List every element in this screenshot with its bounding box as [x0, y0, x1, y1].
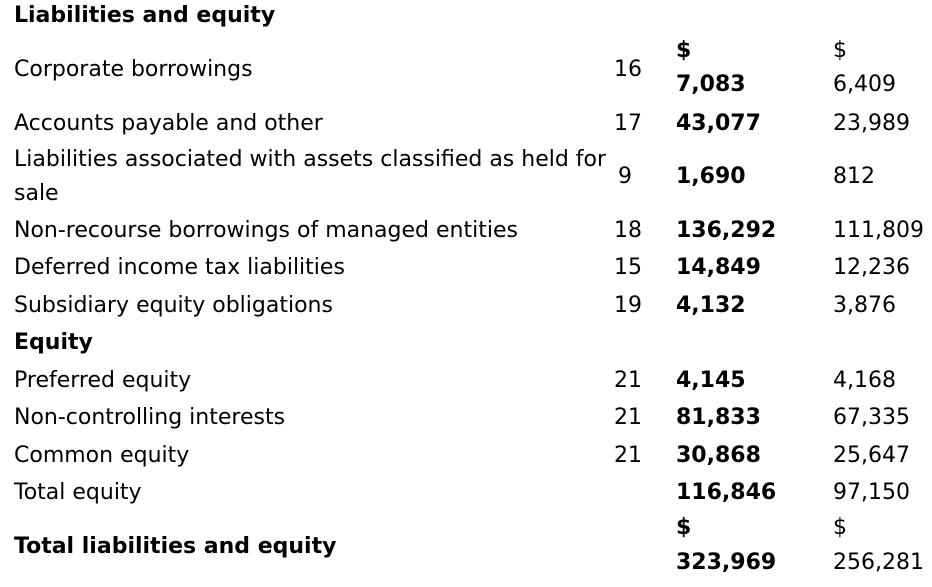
row-current-total-equity: 116,846: [676, 480, 777, 505]
row-prior-accounts-payable: 23,989: [833, 111, 910, 136]
row-label-non-controlling: Non-controlling interests: [14, 405, 286, 430]
row-label-held-for-sale-line2: sale: [14, 181, 59, 206]
currency-symbol-prior: $: [833, 38, 847, 63]
currency-symbol-total-current: $: [676, 515, 692, 540]
row-current-preferred-equity: 4,145: [676, 368, 746, 393]
row-note-subsidiary-equity: 19: [614, 293, 642, 318]
currency-symbol-current: $: [676, 38, 692, 63]
row-note-corporate-borrowings: 16: [614, 57, 642, 82]
row-note-deferred-tax: 15: [614, 255, 642, 280]
row-note-accounts-payable: 17: [614, 111, 642, 136]
row-note-preferred-equity: 21: [614, 368, 642, 393]
row-current-non-recourse: 136,292: [676, 218, 777, 243]
row-prior-held-for-sale: 812: [833, 164, 875, 189]
row-prior-total-liabilities-equity: 256,281: [833, 550, 924, 575]
row-label-corporate-borrowings: Corporate borrowings: [14, 57, 253, 82]
row-current-non-controlling: 81,833: [676, 405, 761, 430]
currency-symbol-total-prior: $: [833, 515, 847, 540]
row-note-non-recourse: 18: [614, 218, 642, 243]
row-prior-subsidiary-equity: 3,876: [833, 293, 896, 318]
row-label-accounts-payable: Accounts payable and other: [14, 111, 323, 136]
row-note-held-for-sale: 9: [618, 164, 632, 189]
row-label-total-equity: Total equity: [14, 480, 142, 505]
row-current-corporate-borrowings: 7,083: [676, 72, 746, 97]
row-label-held-for-sale-line1: Liabilities associated with assets class…: [14, 147, 607, 172]
row-prior-deferred-tax: 12,236: [833, 255, 910, 280]
row-prior-non-controlling: 67,335: [833, 405, 910, 430]
row-note-common-equity: 21: [614, 443, 642, 468]
row-current-total-liabilities-equity: 323,969: [676, 550, 777, 575]
row-prior-total-equity: 97,150: [833, 480, 910, 505]
row-prior-corporate-borrowings: 6,409: [833, 72, 896, 97]
row-label-preferred-equity: Preferred equity: [14, 368, 192, 393]
row-current-held-for-sale: 1,690: [676, 164, 746, 189]
row-prior-preferred-equity: 4,168: [833, 368, 896, 393]
row-prior-non-recourse: 111,809: [833, 218, 924, 243]
row-current-common-equity: 30,868: [676, 443, 761, 468]
row-prior-common-equity: 25,647: [833, 443, 910, 468]
row-label-total-liabilities-equity: Total liabilities and equity: [14, 534, 337, 559]
row-label-subsidiary-equity: Subsidiary equity obligations: [14, 293, 333, 318]
row-current-subsidiary-equity: 4,132: [676, 293, 746, 318]
section-title: Liabilities and equity: [14, 3, 276, 28]
row-label-deferred-tax: Deferred income tax liabilities: [14, 255, 345, 280]
row-current-deferred-tax: 14,849: [676, 255, 761, 280]
row-current-accounts-payable: 43,077: [676, 111, 761, 136]
row-label-common-equity: Common equity: [14, 443, 190, 468]
row-label-non-recourse: Non-recourse borrowings of managed entit…: [14, 218, 518, 243]
equity-heading: Equity: [14, 330, 93, 355]
row-note-non-controlling: 21: [614, 405, 642, 430]
